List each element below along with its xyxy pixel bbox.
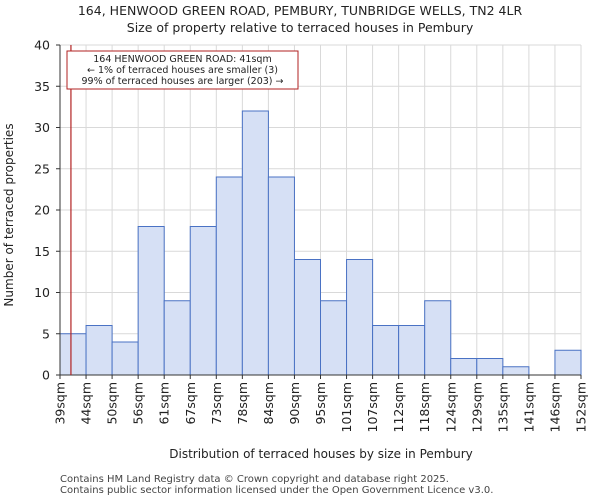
x-tick-label: 50sqm [105, 382, 120, 425]
y-tick-label: 35 [34, 79, 50, 94]
chart-subtitle: Size of property relative to terraced ho… [127, 20, 474, 35]
histogram-bar [111, 341, 139, 376]
histogram-bar [163, 300, 191, 376]
histogram-bar [293, 259, 322, 376]
x-tick-label: 84sqm [261, 382, 276, 425]
histogram-bar [476, 358, 504, 376]
histogram-bar [137, 226, 165, 376]
footer-line-2: Contains public sector information licen… [60, 485, 494, 496]
x-tick-label: 107sqm [365, 382, 380, 432]
annotation-line-3: 99% of terraced houses are larger (203) … [82, 76, 284, 87]
x-tick-label: 112sqm [391, 382, 406, 432]
x-tick-label: 90sqm [287, 382, 302, 425]
x-tick-label: 129sqm [469, 382, 484, 432]
y-tick-label: 40 [34, 38, 50, 53]
x-tick-label: 67sqm [183, 382, 198, 425]
x-axis-label: Distribution of terraced houses by size … [169, 447, 472, 461]
histogram-bar [372, 325, 400, 376]
marker-annotation: 164 HENWOOD GREEN ROAD: 41sqm ← 1% of te… [66, 50, 299, 90]
histogram-bar [85, 325, 113, 376]
x-tick-label: 44sqm [79, 382, 94, 425]
histogram-bar [450, 358, 478, 376]
y-tick-label: 20 [34, 203, 50, 218]
footer-line-1: Contains HM Land Registry data © Crown c… [60, 474, 449, 485]
histogram-bar [320, 300, 348, 376]
annotation-line-1: 164 HENWOOD GREEN ROAD: 41sqm [93, 54, 271, 65]
y-tick-label: 15 [34, 244, 50, 259]
x-tick-label: 73sqm [209, 382, 224, 425]
x-tick-label: 141sqm [521, 382, 536, 432]
y-tick-label: 0 [42, 368, 50, 383]
histogram-bar [424, 300, 452, 376]
histogram-bar [59, 333, 87, 376]
y-tick-label: 25 [34, 161, 50, 176]
histogram-bar [241, 110, 269, 376]
histogram-bar [398, 325, 426, 376]
x-tick-label: 118sqm [417, 382, 432, 432]
y-tick-label: 5 [42, 326, 50, 341]
histogram-bar [554, 349, 582, 376]
x-tick-label: 56sqm [131, 382, 146, 425]
histogram-bar [502, 366, 530, 376]
x-tick-label: 152sqm [574, 382, 589, 432]
x-tick-labels: 39sqm 44sqm 50sqm 56sqm 61sqm 67sqm 73sqm 78sqm… [53, 375, 589, 432]
histogram-bar [189, 226, 217, 376]
histogram-bar [215, 176, 243, 376]
x-tick-label: 146sqm [547, 382, 562, 432]
x-tick-label: 78sqm [235, 382, 250, 425]
x-tick-label: 124sqm [443, 382, 458, 432]
y-tick-label: 30 [34, 120, 50, 135]
annotation-line-2: ← 1% of terraced houses are smaller (3) [87, 65, 278, 76]
histogram-bar [267, 176, 295, 376]
histogram-bar [346, 259, 374, 376]
y-axis-label: Number of terraced properties [2, 123, 16, 306]
x-tick-label: 95sqm [313, 382, 328, 425]
x-tick-label: 61sqm [157, 382, 172, 425]
chart-title: 164, HENWOOD GREEN ROAD, PEMBURY, TUNBRI… [78, 3, 523, 18]
y-tick-label: 10 [34, 285, 50, 300]
x-tick-label: 39sqm [53, 382, 68, 425]
y-tick-labels: 0 5 10 15 20 25 30 35 40 [34, 38, 60, 383]
annotation-box [66, 50, 299, 90]
x-tick-label: 101sqm [339, 382, 354, 432]
x-tick-label: 135sqm [495, 382, 510, 432]
